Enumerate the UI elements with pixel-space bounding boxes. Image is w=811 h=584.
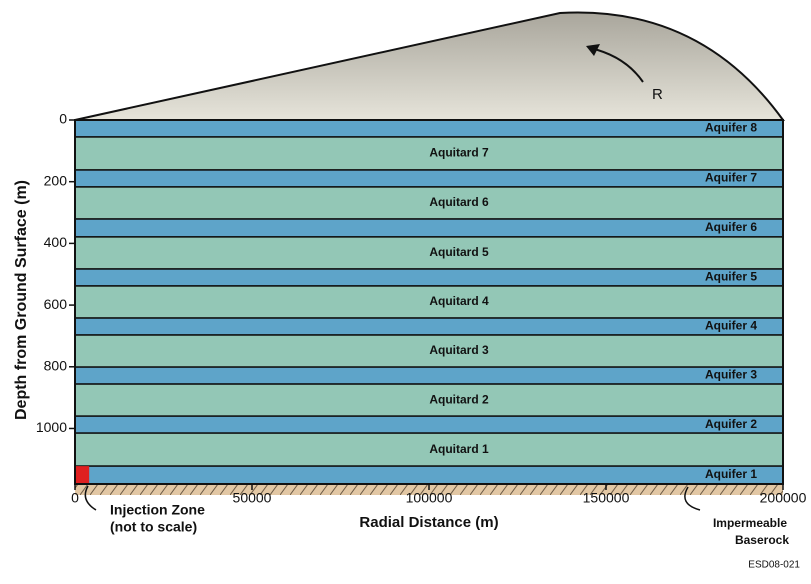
radius-label: R (652, 86, 663, 103)
layer (75, 170, 783, 187)
layer-label: Aquifer 6 (705, 220, 757, 234)
figure-id: ESD08-021 (748, 560, 800, 571)
layer-label: Aquifer 7 (705, 171, 757, 185)
baserock-label: Baserock (735, 533, 789, 547)
y-axis-label: Depth from Ground Surface (m) (13, 180, 30, 420)
injection-label: Injection Zone (110, 502, 205, 518)
radius-dome (75, 12, 783, 120)
x-tick-label: 150000 (583, 490, 630, 506)
y-tick-label: 0 (59, 111, 67, 127)
layer-label: Aquitard 1 (429, 442, 489, 456)
layer-label: Aquitard 4 (429, 294, 489, 308)
layer-label: Aquifer 2 (705, 417, 757, 431)
injection-zone (75, 466, 89, 484)
y-tick-label: 600 (44, 296, 68, 312)
x-tick-label: 100000 (406, 490, 453, 506)
layer-label: Aquitard 2 (429, 392, 489, 406)
layer (75, 318, 783, 335)
layer (75, 269, 783, 286)
layer (75, 466, 783, 484)
x-tick-label: 50000 (233, 490, 272, 506)
layer-label: Aquitard 3 (429, 343, 489, 357)
layer (75, 416, 783, 433)
layer-label: Aquifer 8 (705, 121, 757, 135)
layer-label: Aquitard 6 (429, 195, 489, 209)
layer (75, 367, 783, 384)
figure: R Aquifer 8 Aquitard 7 Aquifer 7 Aquitard 6… (0, 0, 811, 579)
x-tick-label: 200000 (760, 490, 807, 506)
layer-label: Aquifer 3 (705, 368, 757, 382)
x-tick-label: 0 (71, 490, 79, 506)
layer (75, 120, 783, 137)
layer-label: Aquifer 1 (705, 467, 757, 481)
layer-label: Aquifer 5 (705, 270, 757, 284)
y-tick-label: 400 (44, 234, 68, 250)
layer (75, 219, 783, 237)
layer-label: Aquifer 4 (705, 319, 757, 333)
layer-label: Aquitard 7 (429, 146, 489, 160)
injection-label: (not to scale) (110, 519, 197, 535)
x-axis-label: Radial Distance (m) (359, 514, 498, 531)
baserock-label: Impermeable (713, 516, 787, 530)
layer-label: Aquitard 5 (429, 245, 489, 259)
y-tick-label: 800 (44, 357, 68, 373)
y-tick-label: 1000 (36, 419, 67, 435)
y-tick-label: 200 (44, 172, 68, 188)
